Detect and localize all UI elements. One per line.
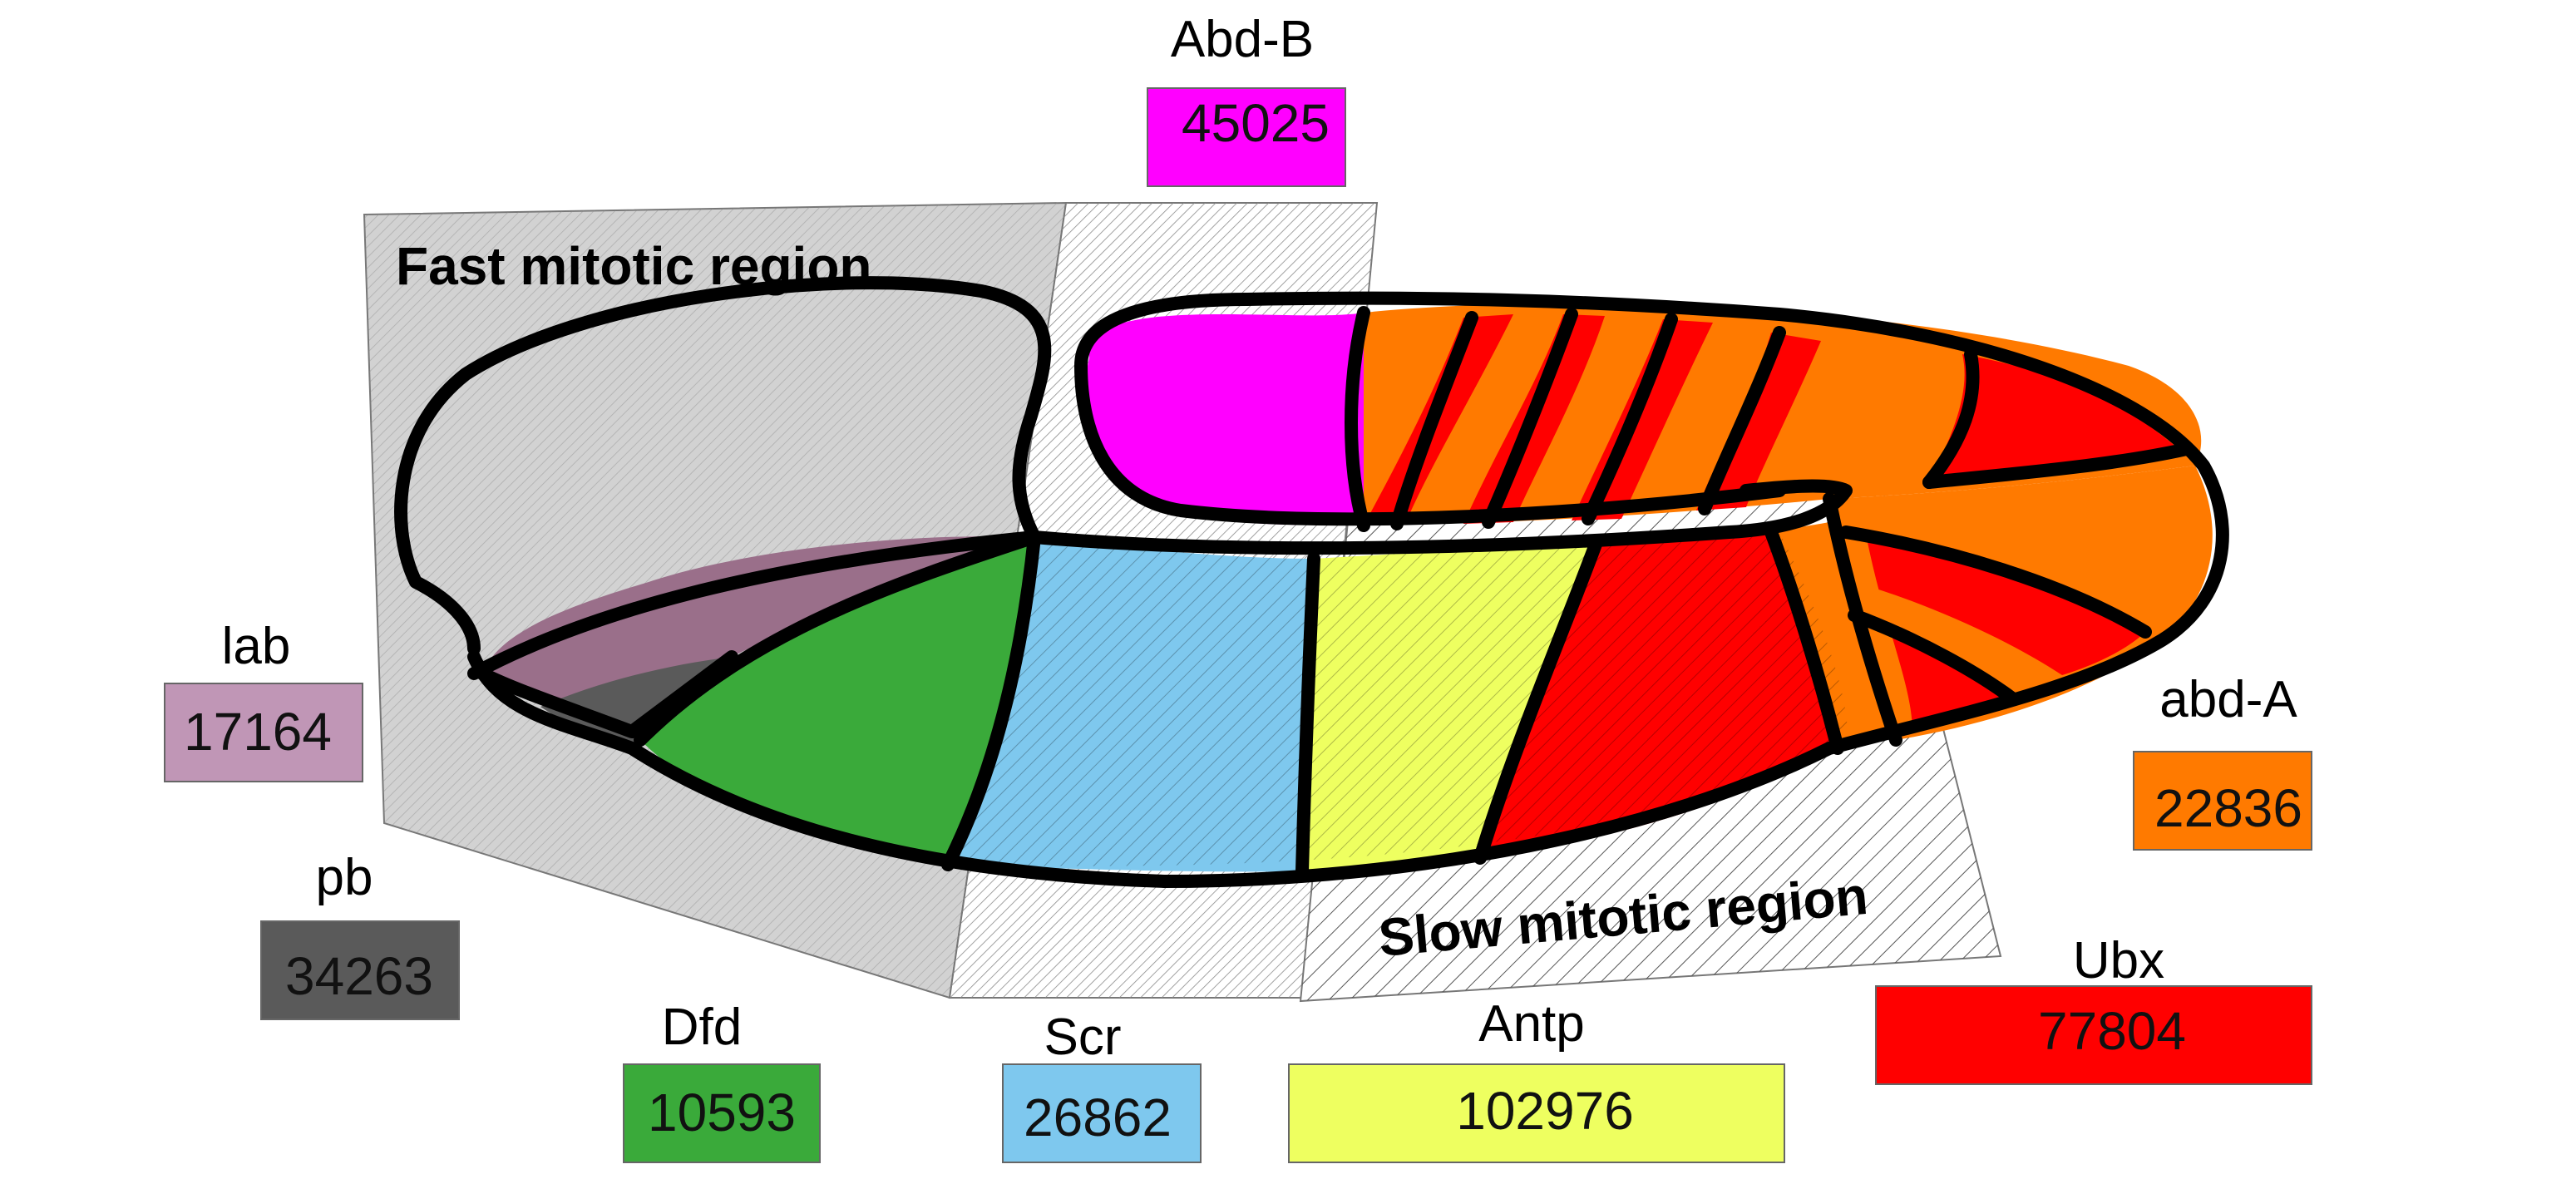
gene-count: 77804 <box>2038 1001 2186 1061</box>
count-box <box>260 920 460 1020</box>
embryo-outline <box>394 276 2229 888</box>
count-box <box>1875 985 2312 1085</box>
count-box <box>1147 87 1346 187</box>
count-box <box>2133 751 2312 851</box>
gene-label-scr: Scr 26862 <box>1002 1009 1202 1163</box>
count-box <box>623 1063 821 1163</box>
fast-mitotic-region-label: Fast mitotic region <box>396 236 872 296</box>
gene-count: 102976 <box>1456 1081 1634 1141</box>
gene-label-abd-a: abd-A 22836 <box>2133 671 2312 851</box>
gene-name: Dfd <box>662 999 742 1056</box>
pb-domain <box>540 657 732 748</box>
gene-count: 45025 <box>1182 93 1330 153</box>
count-box <box>164 683 363 782</box>
ubx-stripe-posterior <box>1846 532 2145 675</box>
count-box <box>1288 1063 1785 1163</box>
gene-count: 22836 <box>2154 778 2302 838</box>
gene-name: abd-A <box>2159 671 2297 728</box>
gene-name: Ubx <box>2073 932 2164 989</box>
gene-label-dfd: Dfd 10593 <box>623 999 821 1163</box>
gene-label-lab: lab 17164 <box>164 618 363 782</box>
gene-count: 10593 <box>648 1083 796 1142</box>
gene-name: pb <box>316 849 373 906</box>
gene-name: lab <box>222 618 291 675</box>
count-box <box>1002 1063 1202 1163</box>
gene-name: Abd-B <box>1171 11 1314 68</box>
gene-count: 17164 <box>184 702 332 762</box>
gene-name: Scr <box>1044 1009 1122 1066</box>
gene-count: 34263 <box>285 946 433 1006</box>
abd-b-domain <box>1084 313 1364 525</box>
trunk-hatch-overlay <box>948 532 1848 866</box>
gene-label-pb: pb 34263 <box>260 849 460 1020</box>
dfd-domain <box>640 537 1034 865</box>
gene-name: Antp <box>1478 995 1585 1053</box>
gene-count: 26862 <box>1024 1088 1172 1147</box>
gene-label-abd-b: Abd-B 45025 <box>1147 11 1346 187</box>
gene-label-antp: Antp 102976 <box>1288 995 1785 1163</box>
gene-label-ubx: Ubx 77804 <box>1875 932 2312 1085</box>
ubx-stripe-upper <box>1929 354 2179 482</box>
